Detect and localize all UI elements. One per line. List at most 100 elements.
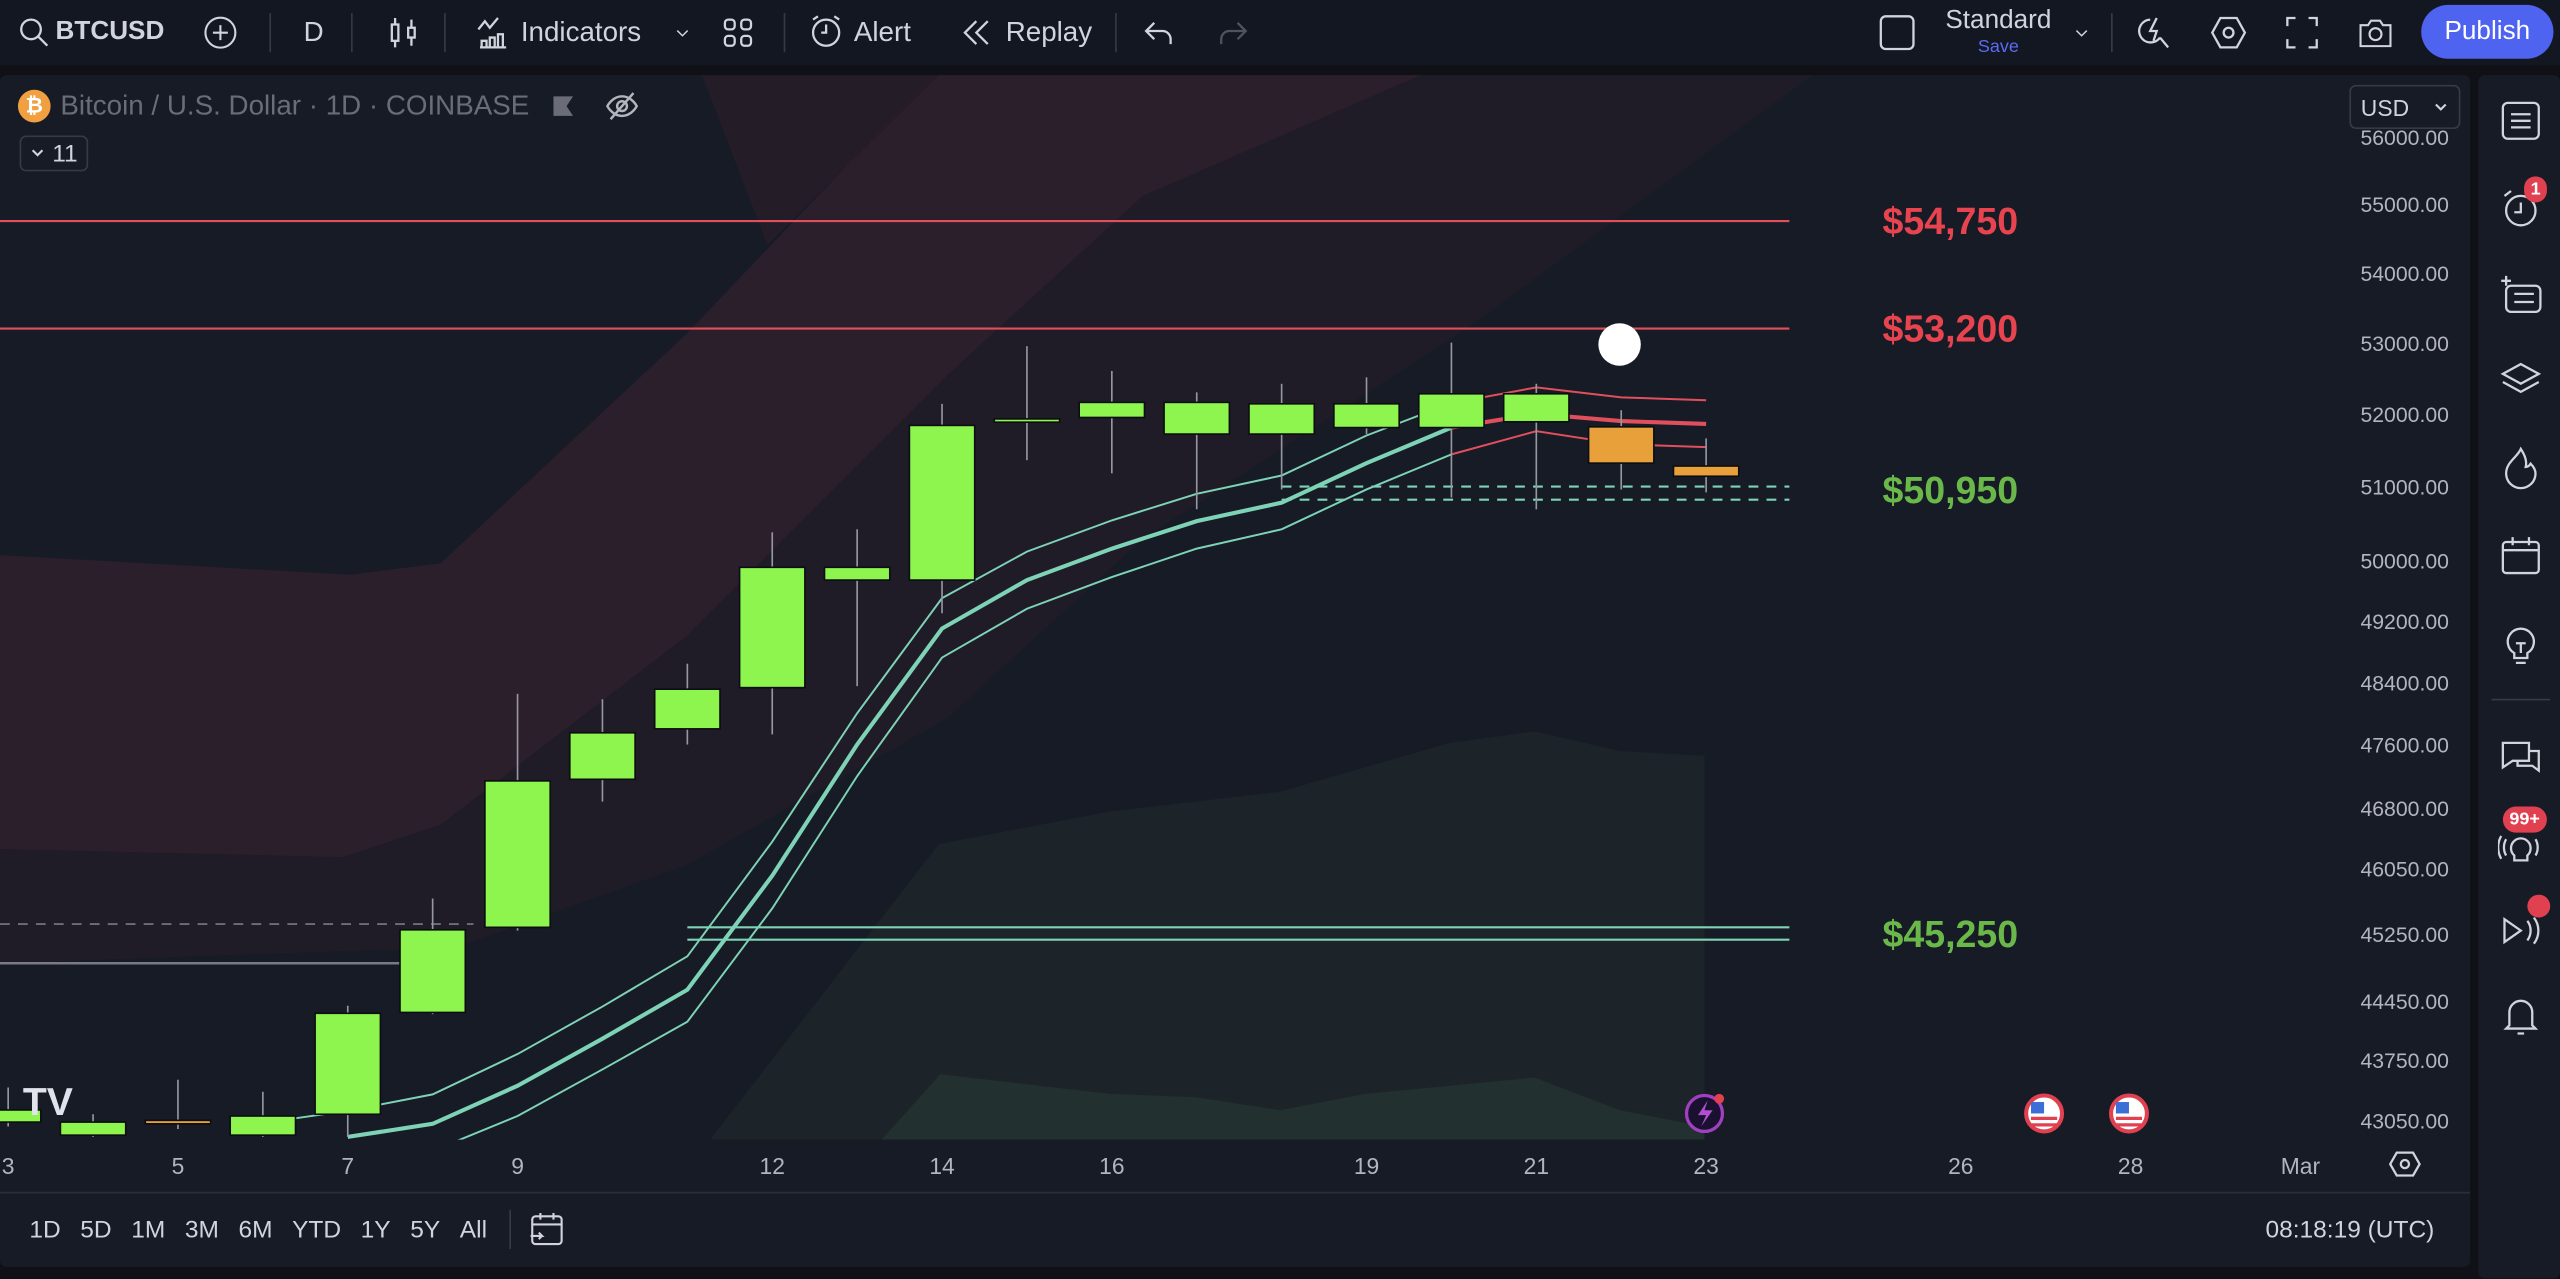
layout-dropdown[interactable] [2070, 0, 2093, 65]
undo-icon [1144, 22, 1172, 45]
cloud-band-outer [0, 75, 1813, 964]
calendar-button[interactable] [2498, 532, 2540, 575]
eye-off-icon[interactable] [604, 88, 640, 124]
candle-body[interactable] [484, 780, 552, 929]
indicators-collapse-button[interactable]: 11 [19, 135, 88, 172]
watchlist-button[interactable] [2498, 98, 2540, 140]
candle-body[interactable] [908, 424, 976, 581]
date-tick-label: 28 [2118, 1153, 2143, 1179]
indicator-line [347, 425, 1453, 1139]
white-marker[interactable] [1598, 323, 1641, 366]
timeframe-1d[interactable]: 1D [29, 1215, 61, 1244]
us-flag-event-icon[interactable] [2108, 1093, 2149, 1134]
level-label: $50,950 [1882, 469, 2018, 511]
chevron-down-icon [2435, 102, 2447, 111]
redo-button[interactable] [1215, 0, 1251, 65]
candle-body[interactable] [823, 566, 891, 581]
snapshot-button[interactable] [2358, 0, 2394, 65]
timeframe-1y[interactable]: 1Y [360, 1215, 391, 1244]
candle-body[interactable] [1587, 426, 1655, 464]
alert-button[interactable]: Alert [808, 0, 911, 65]
chat-icon [2501, 741, 2540, 773]
settings-button[interactable] [2210, 0, 2247, 65]
clock[interactable]: 08:18:19 (UTC) [2265, 1215, 2435, 1244]
undo-button[interactable] [1141, 0, 1177, 65]
chart-type-button[interactable] [385, 0, 421, 65]
candle-body[interactable] [399, 928, 467, 1014]
divider [509, 1209, 512, 1249]
date-tick-label: 5 [172, 1153, 185, 1179]
candle-body[interactable] [144, 1119, 212, 1125]
price-chart[interactable]: 56000.00 55000.00 54000.00 53000.00 52000.00… [0, 0, 2470, 1192]
candle-body[interactable] [59, 1121, 127, 1136]
chats-button[interactable] [2498, 735, 2540, 777]
candle-body[interactable] [1163, 401, 1231, 435]
search-icon [20, 18, 49, 47]
replay-button[interactable]: Replay [960, 0, 1092, 65]
candle-body[interactable] [1248, 403, 1316, 435]
candle-body[interactable] [1502, 392, 1570, 423]
candle-body[interactable] [314, 1012, 382, 1116]
indicators-button[interactable]: Indicators [475, 0, 641, 65]
square-icon [1879, 15, 1915, 51]
candle-body[interactable] [0, 1109, 42, 1123]
candle-body[interactable] [993, 418, 1061, 423]
live-stream-button[interactable] [2498, 894, 2551, 950]
date-tick-label: 16 [1099, 1153, 1124, 1179]
timeframe-5d[interactable]: 5D [80, 1215, 112, 1244]
lightning-event-icon[interactable] [1684, 1093, 1725, 1134]
timeframe-1m[interactable]: 1M [131, 1215, 166, 1244]
hotlists-button[interactable] [2498, 444, 2540, 490]
alerts-button[interactable]: 1 [2498, 176, 2548, 228]
right-sidebar: 1 99+ [2478, 75, 2560, 1279]
candle-body[interactable] [1333, 403, 1400, 429]
calendar-icon [2501, 537, 2540, 575]
timeframe-ytd[interactable]: YTD [292, 1215, 342, 1244]
add-to-watchlist-button[interactable] [2498, 271, 2542, 313]
multi-layout-button[interactable] [1879, 0, 1915, 65]
publish-button[interactable]: Publish [2421, 4, 2554, 59]
candle-body[interactable] [1417, 392, 1485, 429]
price-tick-label: 43750.00 [2360, 1050, 2449, 1073]
cloud-band-inner [0, 75, 1421, 858]
ideas-button[interactable] [2498, 620, 2540, 664]
go-to-date-icon[interactable] [528, 1210, 567, 1249]
candle-body[interactable] [653, 688, 721, 730]
candle-body[interactable] [229, 1115, 297, 1136]
indicator-line [1451, 430, 1707, 456]
timeframe-6m[interactable]: 6M [238, 1215, 273, 1244]
candle-body[interactable] [1078, 401, 1146, 419]
price-tick-label: 48400.00 [2360, 672, 2449, 695]
indicators-label: Indicators [520, 16, 642, 48]
currency-select[interactable]: USD [2349, 84, 2461, 129]
compare-symbol-button[interactable] [202, 0, 238, 65]
timeframe-3m[interactable]: 3M [184, 1215, 219, 1244]
quick-search-button[interactable] [2137, 0, 2173, 65]
symbol-search-button[interactable]: BTCUSD [16, 0, 164, 65]
timeframe-all[interactable]: All [459, 1215, 488, 1244]
us-flag-event-icon[interactable] [2024, 1093, 2065, 1134]
date-tick-label: 9 [511, 1153, 524, 1179]
notification-dot [2527, 894, 2551, 918]
axis-settings-icon[interactable] [2388, 1151, 2421, 1177]
layout-save-button[interactable]: Standard Save [1940, 7, 2058, 58]
level-label: $54,750 [1882, 200, 2018, 242]
notifications-button[interactable] [2498, 993, 2540, 1035]
camera-icon [2359, 19, 2392, 48]
candles-icon [390, 17, 416, 48]
timeframe-5y[interactable]: 5Y [410, 1215, 441, 1244]
layers-button[interactable] [2498, 356, 2542, 398]
interval-button[interactable]: D [304, 0, 324, 65]
candle-body[interactable] [1672, 465, 1740, 478]
layout-button[interactable] [720, 0, 756, 65]
currency-label: USD [2360, 93, 2410, 120]
indicators-dropdown[interactable] [671, 0, 694, 65]
fullscreen-icon [2286, 16, 2318, 49]
streams-button[interactable]: 99+ [2497, 806, 2547, 865]
fullscreen-button[interactable] [2284, 0, 2320, 65]
symbol-title[interactable]: Bitcoin / U.S. Dollar · 1D · COINBASE [60, 89, 530, 121]
flag-icon[interactable] [549, 91, 578, 120]
candle-body[interactable] [568, 731, 636, 781]
candle-body[interactable] [738, 566, 806, 689]
fire-icon [2504, 446, 2537, 490]
